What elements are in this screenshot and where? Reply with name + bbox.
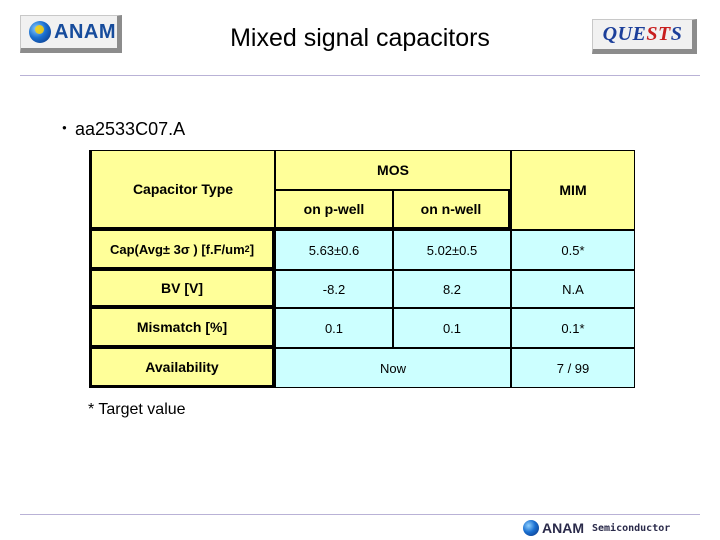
- row-label-bv: BV [V]: [89, 270, 275, 308]
- footer-anam-text: ANAM: [542, 520, 584, 536]
- cap-p-well: 5.63±0.6: [275, 230, 393, 270]
- footer-semiconductor-text: Semiconductor: [592, 522, 671, 534]
- availability-mim: 7 / 99: [511, 348, 635, 388]
- footer-divider: [20, 514, 700, 515]
- header-on-p-well: on p-well: [275, 190, 393, 230]
- anam-logo-text: ANAM: [54, 20, 116, 43]
- mismatch-n-well: 0.1: [393, 308, 511, 348]
- capacitor-table: Capacitor Type MOS MIM on p-well on n-we…: [89, 150, 635, 388]
- header-divider: [20, 75, 700, 76]
- bv-mim: N.A: [511, 270, 635, 308]
- footer-logo: ANAM Semiconductor: [523, 520, 670, 536]
- header-on-n-well: on n-well: [393, 190, 511, 230]
- anam-logo: ANAM: [20, 15, 122, 53]
- cap-mim: 0.5*: [511, 230, 635, 270]
- section-heading: aa2533C07.A: [75, 119, 186, 139]
- bv-p-well: -8.2: [275, 270, 393, 308]
- bv-n-well: 8.2: [393, 270, 511, 308]
- header-mos: MOS: [275, 150, 511, 190]
- page-title: Mixed signal capacitors: [230, 24, 490, 52]
- header-mim: MIM: [511, 150, 635, 230]
- row-label-availability: Availability: [89, 348, 275, 388]
- mismatch-p-well: 0.1: [275, 308, 393, 348]
- bullet-icon: ●: [62, 123, 67, 132]
- row-label-cap: Cap(Avg± 3σ ) [f.F/um 2]: [89, 230, 275, 270]
- row-label-mismatch: Mismatch [%]: [89, 308, 275, 348]
- cap-n-well: 5.02±0.5: [393, 230, 511, 270]
- footer-globe-icon: [523, 520, 539, 536]
- header-capacitor-type: Capacitor Type: [89, 150, 275, 230]
- availability-mos: Now: [275, 348, 511, 388]
- quests-logo-text: QUESTS: [602, 23, 683, 45]
- target-value-note: * Target value: [88, 401, 186, 418]
- quests-logo: QUESTS: [592, 19, 697, 54]
- mismatch-mim: 0.1*: [511, 308, 635, 348]
- anam-globe-icon: [29, 21, 51, 43]
